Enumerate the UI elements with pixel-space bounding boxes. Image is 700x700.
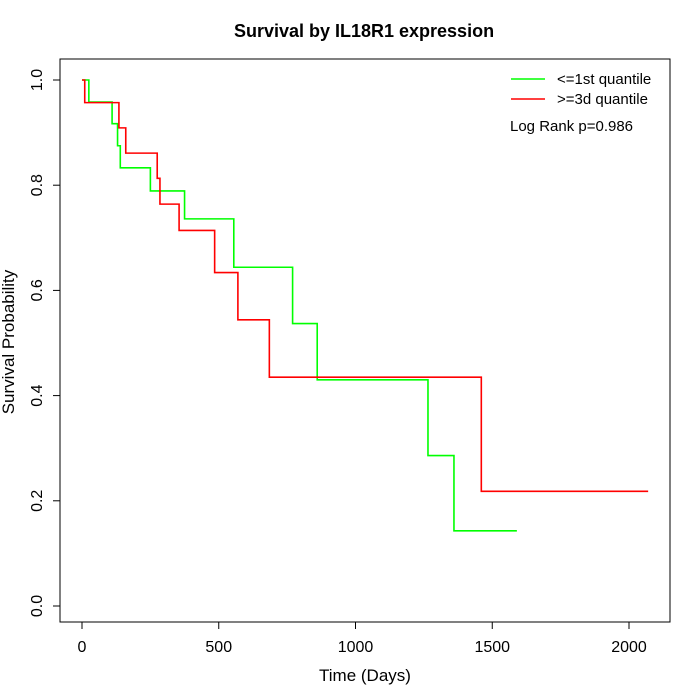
x-tick-label: 500 bbox=[205, 639, 232, 656]
x-tick-label: 2000 bbox=[611, 639, 647, 656]
log-rank-annotation: Log Rank p=0.986 bbox=[510, 118, 633, 135]
axes: 0 500 1000 1500 2000 0.0 0.2 0.4 0.6 0.8 1.0 bbox=[29, 69, 647, 656]
x-tick-label: 1500 bbox=[474, 639, 510, 656]
x-tick-label: 0 bbox=[78, 639, 87, 656]
legend-label-1: <=1st quantile bbox=[557, 71, 651, 88]
x-axis-label: Time (Days) bbox=[319, 666, 411, 685]
y-tick-label: 0.2 bbox=[29, 490, 46, 512]
x-tick-label: 1000 bbox=[338, 639, 374, 656]
series-line-2 bbox=[82, 79, 649, 493]
chart-title: Survival by IL18R1 expression bbox=[234, 21, 494, 41]
y-tick-label: 1.0 bbox=[29, 69, 46, 91]
y-axis-label: Survival Probability bbox=[0, 269, 18, 414]
legend-label-2: >=3d quantile bbox=[557, 91, 648, 108]
series-lines bbox=[82, 79, 649, 532]
series-line-1 bbox=[82, 79, 517, 532]
y-tick-label: 0.4 bbox=[29, 384, 46, 406]
y-tick-label: 0.8 bbox=[29, 174, 46, 196]
plot-frame bbox=[59, 58, 671, 623]
legend: <=1st quantile >=3d quantile bbox=[511, 71, 651, 108]
y-tick-label: 0.0 bbox=[29, 595, 46, 617]
y-tick-label: 0.6 bbox=[29, 279, 46, 301]
